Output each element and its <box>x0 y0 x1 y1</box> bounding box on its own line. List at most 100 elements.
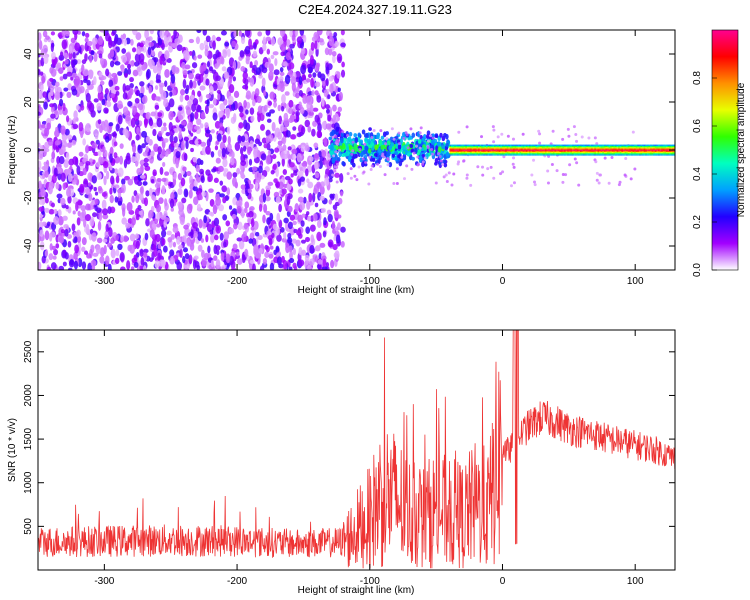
spectrogram-cell <box>627 147 630 149</box>
spectrogram-cell <box>153 143 159 153</box>
spectrogram-cell <box>94 191 99 196</box>
spectrogram-cell <box>125 155 132 165</box>
spectrogram-cell <box>487 145 490 148</box>
spectrogram-cell <box>163 138 169 143</box>
spectrogram-cell <box>457 150 460 152</box>
spectrogram-cell <box>552 151 555 154</box>
spectrogram-cell <box>449 150 452 152</box>
spectrogram-cell <box>640 154 643 156</box>
spectrogram-cell <box>579 148 582 150</box>
spectrogram-cell <box>651 148 654 150</box>
spectrogram-cell <box>511 154 514 156</box>
spectrogram-cell <box>431 136 435 140</box>
spectrogram-cell <box>55 243 60 249</box>
spectrogram-cell <box>129 77 134 83</box>
spectrogram-cell <box>402 145 406 150</box>
spectrogram-cell <box>197 231 203 241</box>
spectrogram-cell <box>332 114 337 121</box>
spectrogram-cell <box>473 150 476 152</box>
spectrogram-cell <box>329 131 334 137</box>
spectrogram-cell <box>465 150 468 152</box>
spectrogram-cell <box>392 181 396 185</box>
spectrogram-cell <box>506 148 509 150</box>
spectrogram-cell <box>288 162 295 168</box>
spectrogram-cell <box>240 153 246 163</box>
spectrogram-cell <box>509 145 512 148</box>
spectrogram-cell <box>621 147 624 149</box>
spectrogram-cell <box>492 151 495 154</box>
spectrogram-cell <box>38 119 41 129</box>
spectrogram-cell <box>166 57 172 63</box>
spectrogram-cell <box>536 148 539 150</box>
spectrogram-cell <box>618 145 621 148</box>
spectrogram-cell <box>268 253 274 259</box>
spectrogram-cell <box>506 154 509 156</box>
spectrogram-cell <box>572 125 576 129</box>
spectrogram-cell <box>236 258 243 265</box>
spectrogram-cell <box>608 151 611 154</box>
spectrogram-cell <box>594 144 597 146</box>
spectrogram-cell <box>514 145 517 148</box>
spectrogram-cell <box>629 177 633 181</box>
spectrogram-cell <box>627 151 630 154</box>
spectrogram-cell <box>489 153 492 155</box>
spectrogram-cell <box>521 147 524 149</box>
spectrogram-cell <box>627 154 630 156</box>
spectrogram-cell <box>85 203 91 211</box>
spectrogram-cell <box>662 153 665 155</box>
spectrogram-cell <box>153 57 159 63</box>
spectrogram-cell <box>530 149 533 151</box>
spectrogram-cell <box>462 147 465 149</box>
spectrogram-cell <box>602 144 605 146</box>
spectrogram-cell <box>619 154 622 156</box>
spectrogram-cell <box>635 147 638 149</box>
spectrogram-cell <box>195 172 199 182</box>
spectrogram-cell <box>200 238 205 243</box>
spectrogram-cell <box>416 155 420 159</box>
spectrogram-cell <box>301 213 306 218</box>
spectrogram-cell <box>104 88 109 95</box>
spectrogram-cell <box>650 149 653 151</box>
spectrogram-cell <box>653 150 656 152</box>
spectrogram-cell <box>39 229 44 237</box>
spectrogram-cell <box>281 237 287 243</box>
spectrogram-cell <box>117 104 124 109</box>
spectrogram-cell <box>602 154 605 156</box>
spectrogram-cell <box>68 51 73 60</box>
spectrogram-cell <box>546 150 549 152</box>
spectrogram-cell <box>221 66 227 72</box>
spectrogram-cell <box>559 150 562 152</box>
spectrogram-cell <box>288 99 294 108</box>
spectrogram-cell <box>284 221 289 232</box>
spectrogram-cell <box>114 36 118 45</box>
spectrogram-cell <box>102 146 106 153</box>
spectrogram-cell <box>465 148 468 150</box>
spectrogram-cell <box>463 151 466 154</box>
spectrogram-cell <box>144 232 149 241</box>
spectrogram-cell <box>300 64 307 75</box>
spectrogram-cell <box>378 164 382 168</box>
spectrogram-cell <box>665 145 668 148</box>
spectrogram-cell <box>325 123 332 130</box>
spectrogram-cell <box>538 148 541 150</box>
spectrogram-cell <box>324 47 330 56</box>
spectrogram-cell <box>521 151 524 154</box>
spectrogram-cell <box>262 258 268 265</box>
spectrogram-cell <box>630 148 633 150</box>
spectrogram-cell <box>462 145 465 148</box>
spectrogram-cell <box>638 148 641 150</box>
spectrogram-cell <box>55 126 59 132</box>
spectrogram-cell <box>441 162 445 166</box>
spectrogram-cell <box>280 105 285 112</box>
spectrogram-cell <box>567 134 571 138</box>
spectrogram-cell <box>673 148 675 150</box>
spectrogram-cell <box>238 30 243 37</box>
spectrogram-cell <box>140 209 144 219</box>
spectrogram-cell <box>460 145 463 148</box>
spectrogram-cell <box>568 163 572 167</box>
spectrogram-cell <box>524 154 527 156</box>
spectrogram-cell <box>452 148 455 150</box>
spectrogram-cell <box>326 209 332 216</box>
spectrogram-cell <box>600 149 603 151</box>
spectrogram-cell <box>497 150 500 152</box>
